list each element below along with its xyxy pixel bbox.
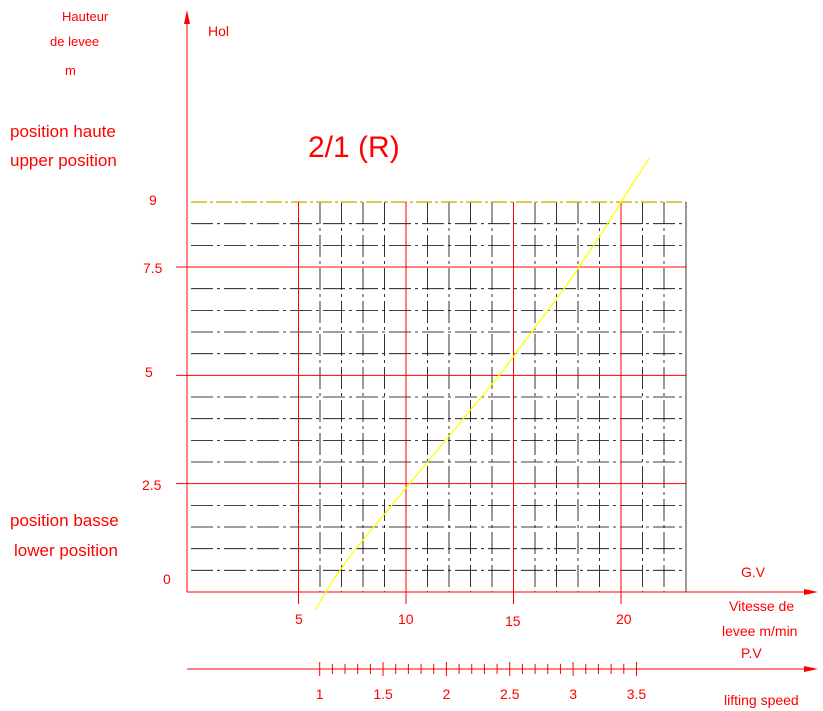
x-tick-label-10: 10 xyxy=(398,611,414,627)
x-axis-arrow xyxy=(804,589,818,595)
pv-axis-arrow xyxy=(804,666,818,672)
x-tick-label-5: 5 xyxy=(295,611,303,627)
x-tick-label-15: 15 xyxy=(505,613,521,629)
upper-position-label-en: upper position xyxy=(10,151,117,170)
pv-tick-label-3.5: 3.5 xyxy=(627,686,647,702)
pv-tick-label-2: 2 xyxy=(443,686,451,702)
grid xyxy=(176,201,687,604)
pv-tick-label-1: 1 xyxy=(316,686,324,702)
pv-tick-label-3: 3 xyxy=(569,686,577,702)
y-axis-arrow xyxy=(184,10,190,24)
series xyxy=(315,158,650,610)
pv-caption: lifting speed xyxy=(724,692,799,708)
y-axis-label-line-2: de levee xyxy=(50,34,99,49)
y-tick-label-7.5: 7.5 xyxy=(143,260,163,276)
pv-axis-ticks: 1 1.5 2 2.5 3 3.5 xyxy=(316,662,647,702)
gv-label: G.V xyxy=(741,564,766,580)
y-tick-label-0: 0 xyxy=(163,571,171,587)
y-axis-label-line-1: Hauteur xyxy=(62,9,109,24)
axes xyxy=(184,10,818,672)
upper-position-label-fr: position haute xyxy=(10,122,116,141)
lower-position-label-en: lower position xyxy=(14,541,118,560)
y-tick-label-2.5: 2.5 xyxy=(142,477,162,493)
y-axis-unit-label: Hol xyxy=(208,23,229,39)
lower-position-label-fr: position basse xyxy=(10,511,119,530)
x-axis-label-line-1: Vitesse de xyxy=(729,598,794,614)
y-tick-label-5: 5 xyxy=(145,364,153,380)
pv-tick-label-2.5: 2.5 xyxy=(500,686,520,702)
x-axis-label-line-2: levee m/min xyxy=(722,623,797,639)
y-tick-label-9: 9 xyxy=(149,192,157,208)
chart-title: 2/1 (R) xyxy=(308,131,400,164)
pv-label: P.V xyxy=(741,645,762,661)
series-line xyxy=(315,158,650,610)
y-axis-label-line-3: m xyxy=(65,63,76,78)
pv-tick-label-1.5: 1.5 xyxy=(373,686,393,702)
x-tick-label-20: 20 xyxy=(616,611,632,627)
